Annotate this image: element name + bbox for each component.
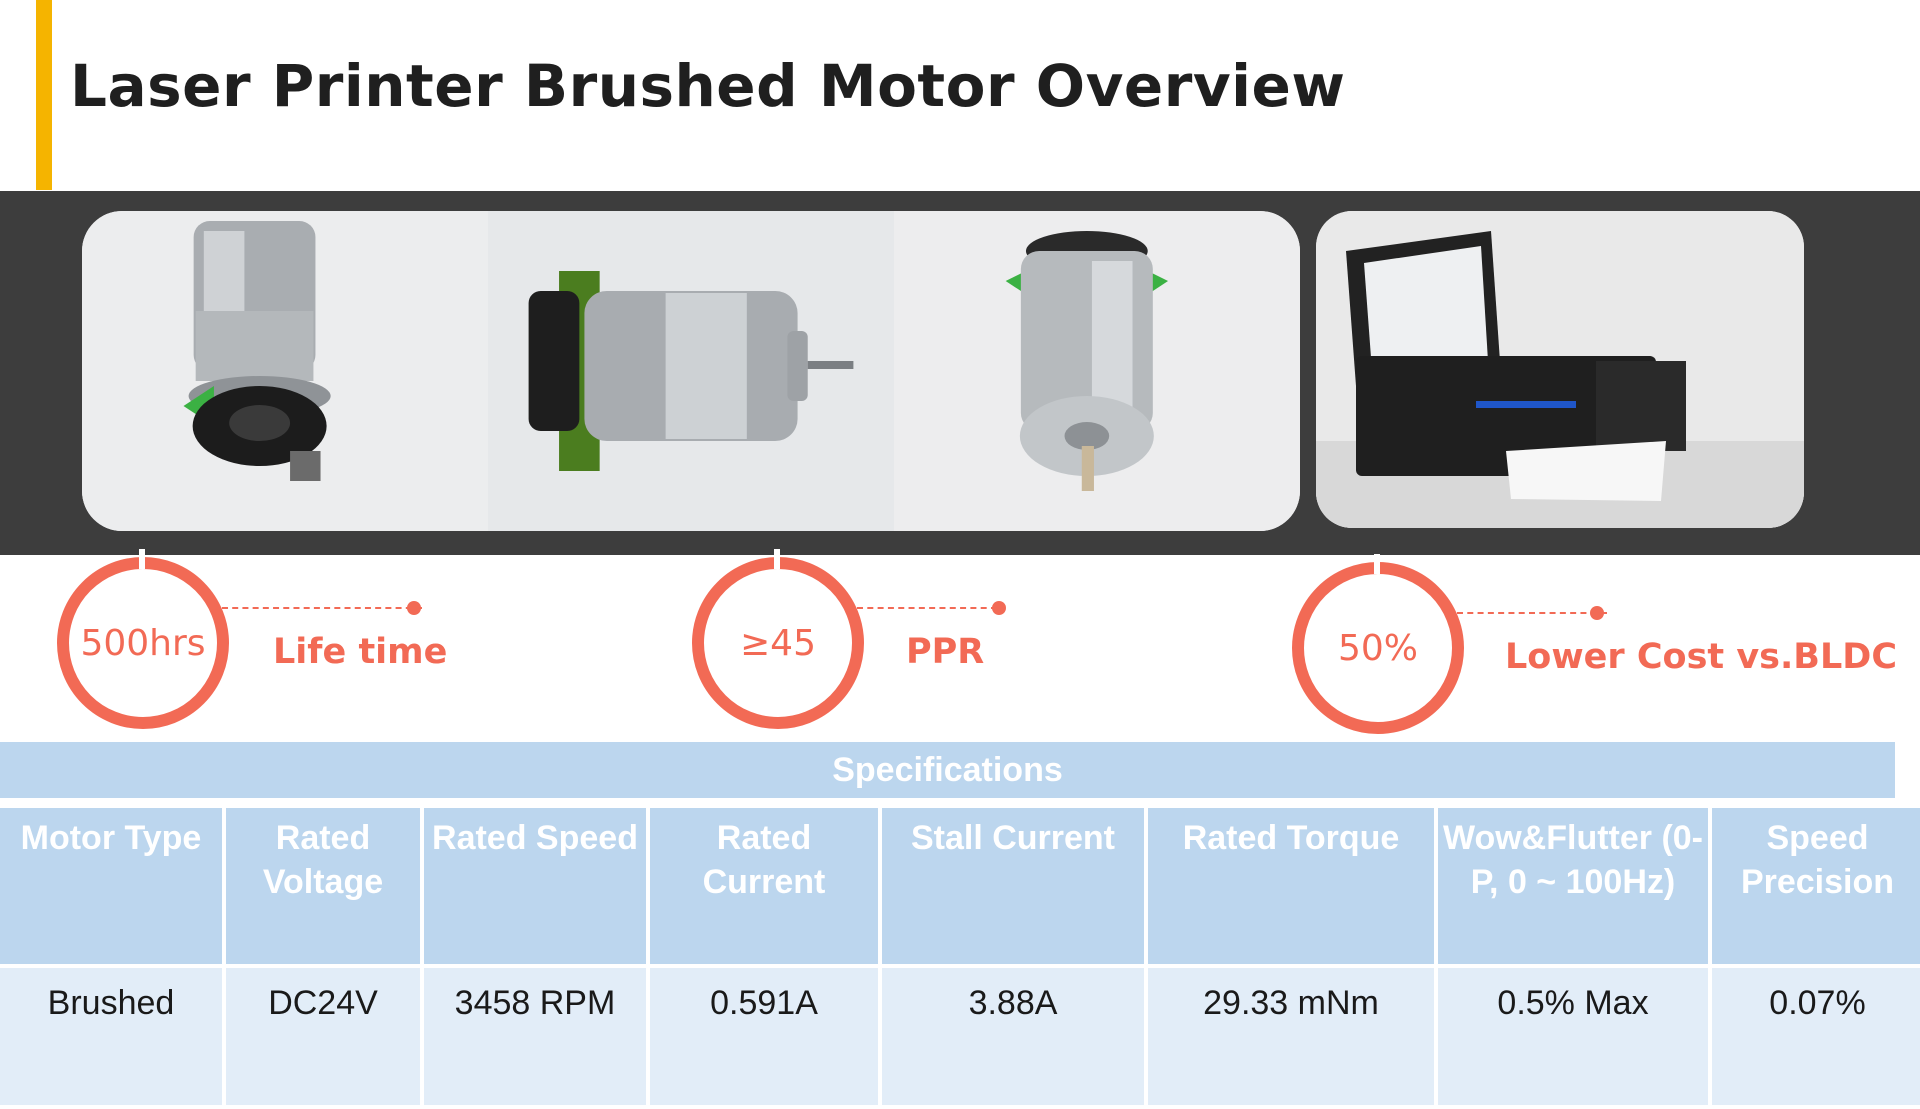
ring-marker xyxy=(774,549,780,569)
cell-stall-current: 3.88A xyxy=(882,968,1144,1105)
cell-motor-type: Brushed xyxy=(0,968,222,1105)
stat-value: 500hrs xyxy=(80,622,206,664)
stat-life-time: 500hrs Life time xyxy=(57,549,457,737)
stat-ppr: ≥45 PPR xyxy=(692,549,1092,737)
stat-lower-cost: 50% Lower Cost vs.BLDC xyxy=(1292,554,1912,742)
ring-marker xyxy=(139,549,145,569)
leader-line xyxy=(857,607,997,609)
header-rated-voltage: Rated Voltage xyxy=(226,808,420,964)
table-row: Brushed DC24V 3458 RPM 0.591A 3.88A 29.3… xyxy=(0,968,1920,1105)
table-header-row: Motor Type Rated Voltage Rated Speed Rat… xyxy=(0,808,1920,964)
cell-rated-current: 0.591A xyxy=(650,968,878,1105)
header-stall-current: Stall Current xyxy=(882,808,1144,964)
stat-label: Lower Cost vs.BLDC xyxy=(1505,637,1898,677)
stat-label: Life time xyxy=(273,632,448,672)
cell-rated-voltage: DC24V xyxy=(226,968,420,1105)
stat-label: PPR xyxy=(906,632,985,672)
stat-value: ≥45 xyxy=(740,622,816,664)
leader-dot xyxy=(992,601,1006,615)
leader-line xyxy=(222,607,422,609)
motor-photo-shaft-end xyxy=(894,211,1300,531)
motor-photo-encoder-end xyxy=(82,211,488,531)
cell-rated-speed: 3458 RPM xyxy=(424,968,646,1105)
cell-rated-torque: 29.33 mNm xyxy=(1148,968,1434,1105)
printer-photo xyxy=(1316,211,1804,528)
cell-speed-precision: 0.07% xyxy=(1712,968,1920,1105)
specifications-title: Specifications xyxy=(0,742,1895,798)
header-speed-precision: Speed Precision xyxy=(1712,808,1920,964)
header-motor-type: Motor Type xyxy=(0,808,222,964)
leader-line xyxy=(1457,612,1607,614)
leader-dot xyxy=(1590,606,1604,620)
motor-photo-side xyxy=(488,211,894,531)
header-wow-flutter: Wow&Flutter (0-P, 0 ~ 100Hz) xyxy=(1438,808,1708,964)
ring-marker xyxy=(1374,554,1380,574)
header-rated-speed: Rated Speed xyxy=(424,808,646,964)
specifications-table: Motor Type Rated Voltage Rated Speed Rat… xyxy=(0,804,1920,1109)
stat-value: 50% xyxy=(1337,627,1418,669)
motor-photo-strip xyxy=(82,211,1300,531)
leader-dot xyxy=(407,601,421,615)
header-rated-current: Rated Current xyxy=(650,808,878,964)
cell-wow-flutter: 0.5% Max xyxy=(1438,968,1708,1105)
header-rated-torque: Rated Torque xyxy=(1148,808,1434,964)
page-title: Laser Printer Brushed Motor Overview xyxy=(70,52,1346,120)
title-accent-bar xyxy=(36,0,52,190)
